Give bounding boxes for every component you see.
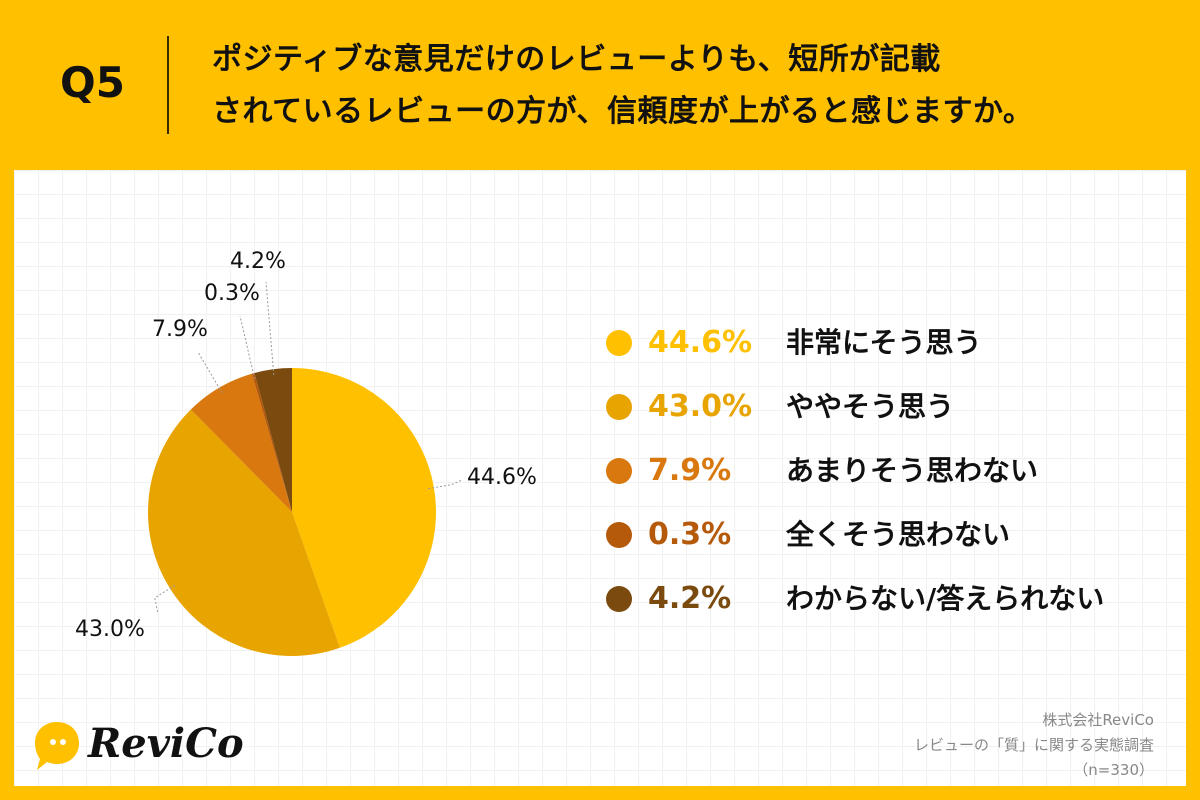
legend-item-5: 4.2% わからない/答えられない (606, 578, 1166, 618)
question-number: Q5 (60, 58, 125, 107)
legend-item-2: 43.0% ややそう思う (606, 386, 1166, 426)
footer-company: 株式会社ReviCo (1042, 711, 1154, 729)
footer-sample: （n=330） (1073, 761, 1154, 779)
legend-percent-3: 7.9% (648, 453, 732, 488)
pie-label-4: 0.3% (204, 281, 260, 306)
pie-slice-2 (147, 409, 340, 656)
pie-slice-3 (190, 373, 292, 512)
footer-note: 株式会社ReviCo レビューの「質」に関する実態調査 （n=330） (914, 708, 1154, 783)
question-text: ポジティブな意見だけのレビューよりも、短所が記載 されているレビューの方が、信頼… (212, 34, 1172, 138)
pie-label-1: 44.6% (467, 465, 537, 490)
header-divider (167, 36, 169, 134)
legend-percent-1: 44.6% (648, 325, 753, 360)
legend-label-4: 全くそう思わない (786, 518, 1011, 551)
pie-leader-lines (154, 281, 463, 615)
leader-line-4 (239, 315, 256, 380)
pie-data-labels: 44.6% 43.0% 7.9% 0.3% 4.2% (75, 249, 537, 642)
speech-bubble-icon (35, 722, 79, 770)
pie-label-5: 4.2% (230, 249, 286, 274)
legend-item-3: 7.9% あまりそう思わない (606, 450, 1166, 490)
legend-swatch-4 (606, 522, 632, 548)
pie-label-3: 7.9% (152, 317, 208, 342)
pie-slice-5 (254, 368, 292, 512)
legend-item-1: 44.6% 非常にそう思う (606, 322, 1166, 362)
header: Q5 ポジティブな意見だけのレビューよりも、短所が記載 されているレビューの方が… (0, 0, 1200, 168)
legend-swatch-3 (606, 458, 632, 484)
legend-label-2: ややそう思う (786, 390, 955, 423)
legend-percent-4: 0.3% (648, 517, 732, 552)
legend-swatch-1 (606, 330, 632, 356)
legend-swatch-5 (606, 586, 632, 612)
revico-logo: ReviCo (32, 716, 272, 776)
pie-label-2: 43.0% (75, 617, 145, 642)
legend-percent-5: 4.2% (648, 581, 732, 616)
legend-label-3: あまりそう思わない (786, 454, 1039, 487)
footer-survey: レビューの「質」に関する実態調査 (913, 736, 1154, 754)
question-line-2: されているレビューの方が、信頼度が上がると感じますか。 (212, 94, 1034, 129)
legend-item-4: 0.3% 全くそう思わない (606, 514, 1166, 554)
pie-slice-1 (292, 368, 437, 648)
leader-line-1 (428, 479, 463, 490)
leader-line-3 (197, 351, 223, 394)
leader-line-5 (265, 281, 275, 376)
pie-slice-4 (251, 372, 292, 512)
legend-swatch-2 (606, 394, 632, 420)
legend-percent-2: 43.0% (648, 389, 753, 424)
question-line-1: ポジティブな意見だけのレビューよりも、短所が記載 (212, 42, 941, 77)
pie-slices (147, 368, 437, 656)
legend-label-1: 非常にそう思う (786, 326, 982, 359)
logo-text: ReviCo (88, 720, 244, 767)
legend-label-5: わからない/答えられない (786, 582, 1105, 615)
